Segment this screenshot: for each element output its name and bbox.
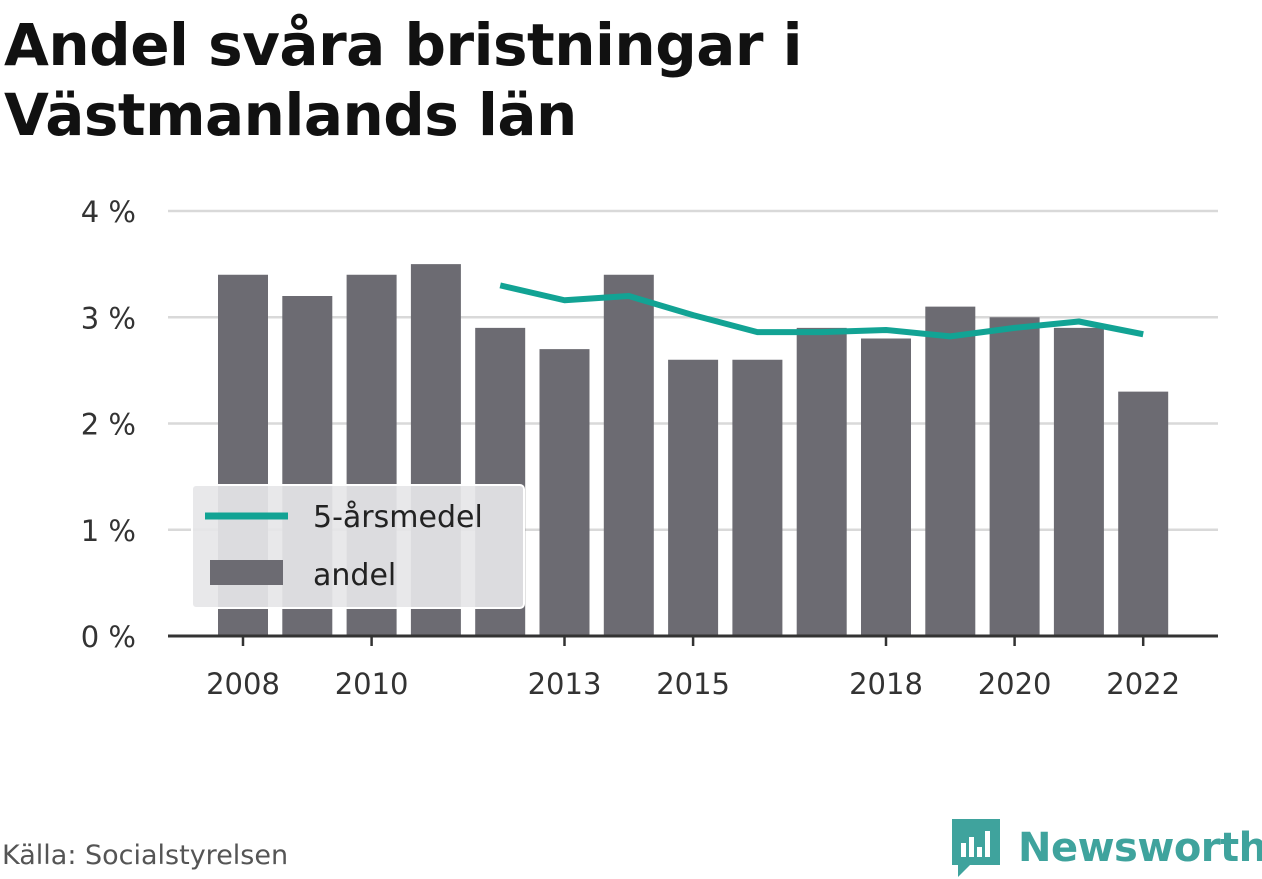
y-axis-ticks: 0 % 1 % 2 % 3 % 4 %: [81, 195, 136, 654]
bar: [668, 359, 719, 636]
y-tick-label: 3 %: [81, 301, 136, 335]
x-tick-label: 2008: [206, 667, 280, 701]
bar: [1053, 327, 1104, 636]
bar: [925, 306, 976, 636]
bar: [732, 359, 783, 636]
source-note: Källa: Socialstyrelsen: [2, 840, 289, 871]
x-tick-label: 2010: [335, 667, 409, 701]
bar: [539, 349, 590, 636]
bar: [603, 274, 654, 636]
average-line: [499, 282, 1144, 340]
bar: [989, 317, 1040, 636]
bar: [1118, 391, 1169, 636]
brand-name: Newsworthy: [1018, 825, 1262, 871]
brand: Newsworthy: [952, 818, 1262, 878]
y-tick-label: 4 %: [81, 195, 136, 229]
legend-label-bar: andel: [313, 558, 396, 593]
page-title: Andel svåra bristningar i Västmanlands l…: [4, 11, 803, 149]
newsworthy-logo-icon: [952, 819, 1000, 877]
x-tick-label: 2013: [528, 667, 602, 701]
x-tick-label: 2015: [656, 667, 730, 701]
bar: [861, 338, 911, 636]
legend-label-average: 5-årsmedel: [313, 500, 483, 535]
bar: [796, 327, 847, 636]
legend-bar-swatch: [210, 560, 283, 585]
y-tick-label: 1 %: [81, 514, 136, 548]
y-tick-label: 2 %: [81, 408, 136, 442]
legend: 5-årsmedel andel: [191, 484, 525, 609]
x-tick-label: 2020: [978, 667, 1052, 701]
x-tick-label: 2018: [849, 667, 923, 701]
x-tick-label: 2022: [1106, 667, 1180, 701]
y-tick-label: 0 %: [81, 620, 136, 654]
series-line: [499, 282, 1144, 340]
x-axis: 2008 2010 2013 2015 2018 2020 2022: [168, 634, 1218, 701]
